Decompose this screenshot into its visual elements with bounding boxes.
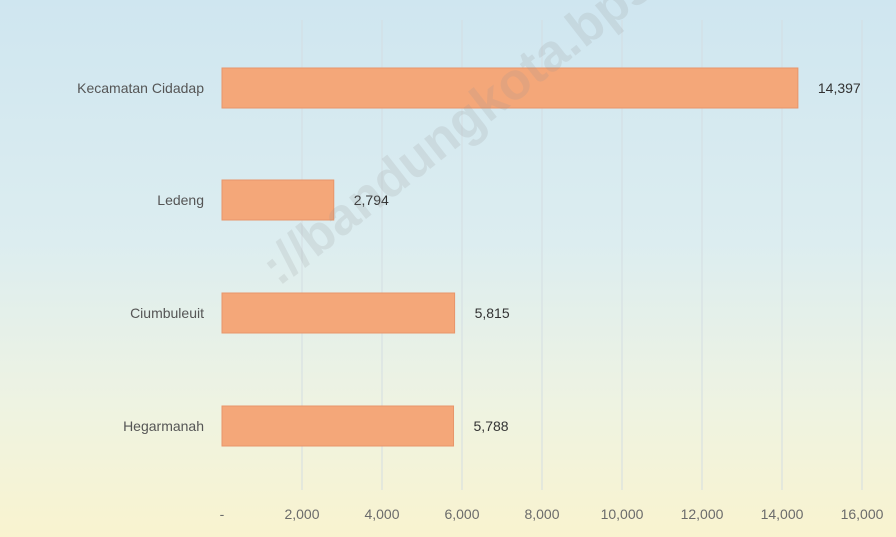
data-label: 5,815 [475,305,510,321]
x-tick-label: 14,000 [761,506,804,522]
category-label: Ciumbuleuit [130,305,204,321]
category-label: Ledeng [157,192,204,208]
bar [221,405,455,447]
bar [221,292,456,334]
bar [221,67,799,109]
category-label: Hegarmanah [123,418,204,434]
x-tick-label: 10,000 [601,506,644,522]
x-tick-label: 12,000 [681,506,724,522]
x-tick-label: - [220,506,225,522]
data-label: 14,397 [818,80,861,96]
x-tick-label: 16,000 [841,506,884,522]
x-tick-label: 8,000 [524,506,559,522]
x-tick-label: 4,000 [364,506,399,522]
bar [221,179,335,221]
category-label: Kecamatan Cidadap [77,80,204,96]
x-tick-label: 2,000 [284,506,319,522]
data-label: 5,788 [474,418,509,434]
x-tick-label: 6,000 [444,506,479,522]
data-label: 2,794 [354,192,389,208]
